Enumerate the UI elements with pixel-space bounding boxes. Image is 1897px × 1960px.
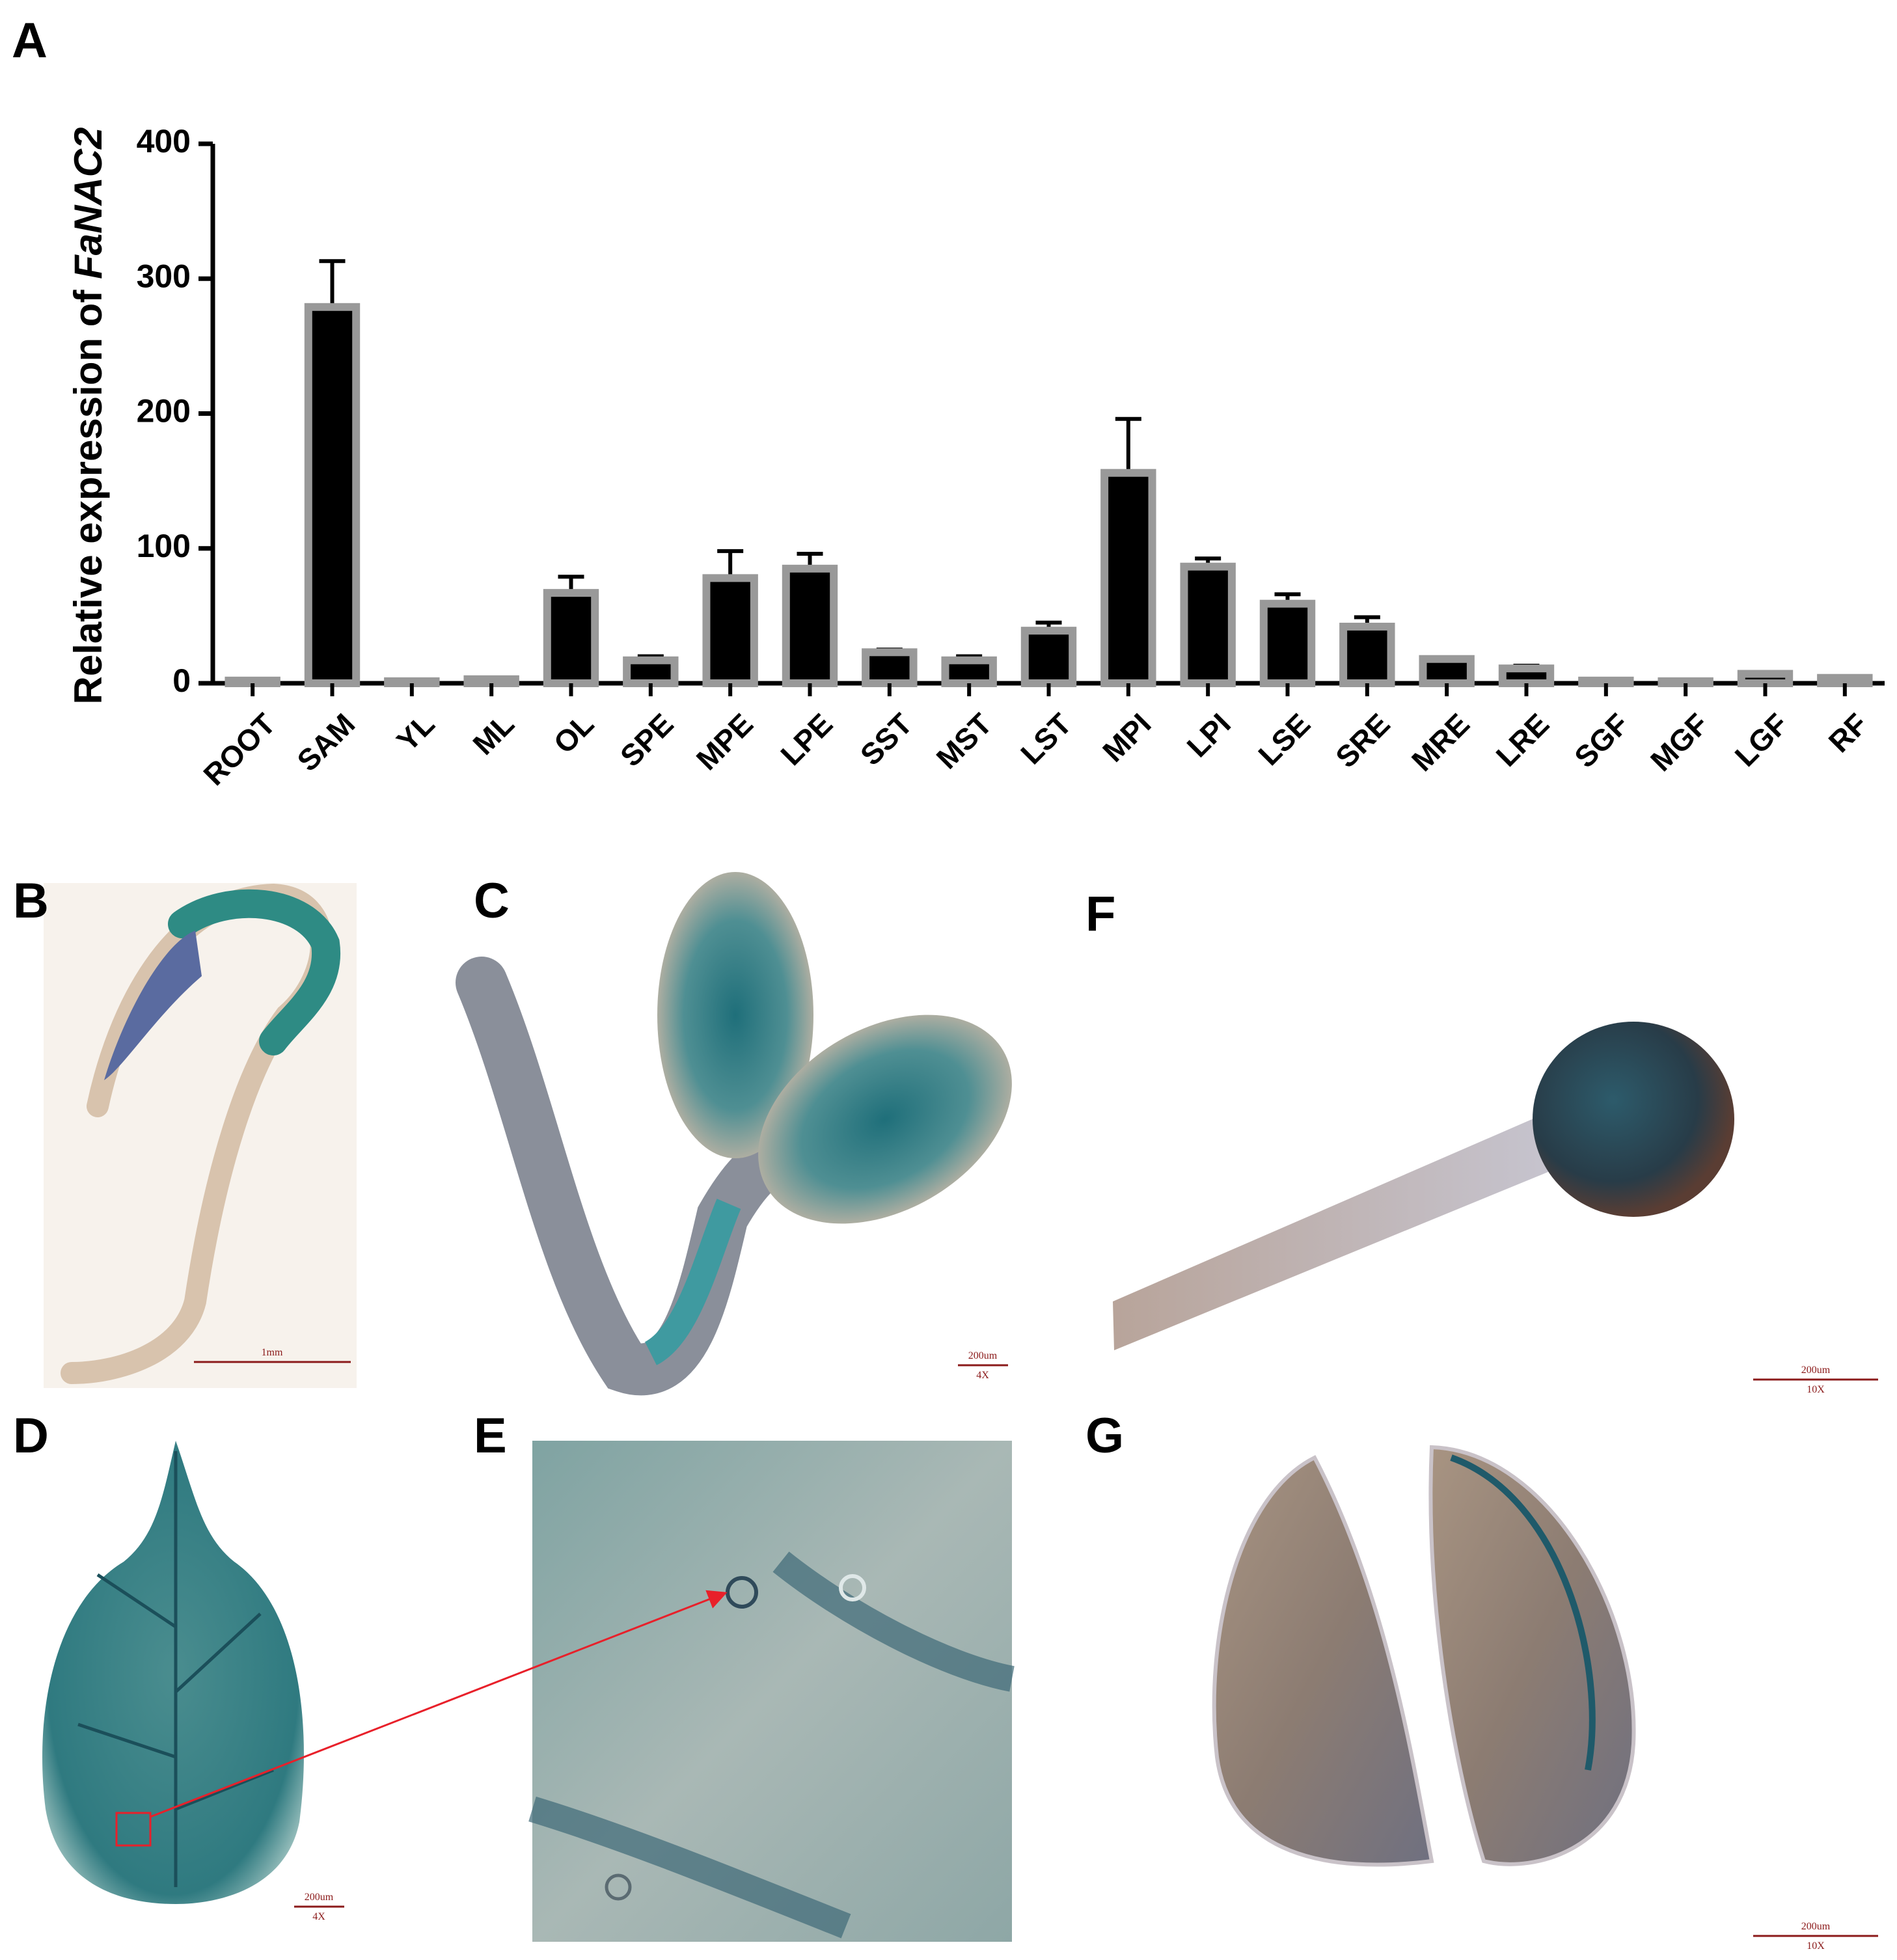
x-tick-label: MGF xyxy=(1644,707,1715,778)
x-tick-label: MRE xyxy=(1405,707,1476,778)
y-axis-title-gene: FaNAC2 xyxy=(66,128,110,279)
bar xyxy=(862,648,918,688)
stain xyxy=(1450,1454,1596,1771)
scale-label: 1mm xyxy=(262,1347,283,1358)
scale-label: 200um xyxy=(305,1892,334,1903)
x-tick-label: ROOT xyxy=(197,707,282,792)
bar xyxy=(1020,627,1077,687)
veins xyxy=(77,1451,274,1887)
x-tick-label: OL xyxy=(547,707,600,760)
hypocotyl-stained xyxy=(644,1199,741,1365)
cotyledon xyxy=(657,872,813,1158)
y-axis-title: Relative expression of FaNAC2 xyxy=(66,128,110,705)
bar xyxy=(623,656,679,688)
panel-f: 200um 10X F xyxy=(1085,886,1878,1395)
panel-letter: A xyxy=(12,13,48,68)
scale-label: 4X xyxy=(312,1911,325,1922)
stoma xyxy=(726,1576,758,1609)
bar xyxy=(1259,599,1316,687)
panel-letter: D xyxy=(13,1408,49,1463)
vein xyxy=(528,1551,1015,1939)
bar xyxy=(1817,674,1873,687)
stoma xyxy=(839,1574,866,1601)
bar xyxy=(384,677,440,687)
x-tick-label: SST xyxy=(854,707,919,772)
x-tick-label: RF xyxy=(1822,707,1874,759)
scale-label: 200um xyxy=(1801,1365,1831,1376)
panel-c: 200um 4X C xyxy=(456,872,1012,1396)
x-tick-label: SAM xyxy=(290,707,361,778)
panel-letter: E xyxy=(474,1408,507,1463)
zoom-box xyxy=(115,1812,152,1847)
cotyledon xyxy=(104,931,202,1080)
scale-label: 200um xyxy=(968,1350,998,1361)
seedling-hypocotyl xyxy=(168,889,341,1055)
panel-e: E xyxy=(474,1408,1015,1942)
scale-label: 10X xyxy=(1807,1384,1825,1395)
x-tick-label: MPI xyxy=(1096,707,1158,769)
x-tick-label: LSE xyxy=(1251,707,1317,772)
hypocotyl xyxy=(456,957,807,1396)
x-tick-label: MST xyxy=(930,707,998,775)
bar xyxy=(1658,677,1713,687)
bar xyxy=(225,676,280,687)
cotyledon xyxy=(1212,1454,1434,1867)
scale-label: 10X xyxy=(1807,1940,1825,1952)
y-tick-label: 0 xyxy=(172,662,191,699)
head xyxy=(1533,1022,1734,1217)
x-tick-label: SRE xyxy=(1329,707,1397,774)
chart: A Relative expression of FaNAC2 0 100 200 3… xyxy=(12,13,1885,792)
x-tick-label: LRE xyxy=(1490,707,1556,773)
leaf xyxy=(42,1441,304,1904)
panel-letter: F xyxy=(1085,886,1115,942)
bar xyxy=(304,303,361,687)
bar xyxy=(1100,469,1156,687)
y-tick-label: 300 xyxy=(137,258,191,294)
panel-g: 200um 10X G xyxy=(1085,1408,1878,1952)
x-tick-label: SPE xyxy=(614,707,680,773)
bar xyxy=(463,675,519,687)
x-tick-label: SGF xyxy=(1568,707,1635,774)
scale-label: 4X xyxy=(976,1370,989,1381)
micrograph xyxy=(532,1441,1012,1942)
bar xyxy=(1339,622,1395,688)
y-axis-title-text: Relative expression of xyxy=(66,290,110,705)
y-tick-label: 400 xyxy=(137,123,191,159)
x-tick-label: LPE xyxy=(774,707,839,772)
panel-letter: G xyxy=(1085,1408,1124,1463)
bar xyxy=(1419,655,1475,688)
cotyledon xyxy=(1428,1445,1636,1866)
bar xyxy=(1498,664,1555,688)
x-tick-label: YL xyxy=(390,707,441,757)
bar xyxy=(1180,562,1236,688)
y-tick-label: 100 xyxy=(137,528,191,564)
scale-label: 200um xyxy=(1801,1921,1831,1932)
x-tick-label: MPE xyxy=(690,707,759,776)
bar xyxy=(941,656,997,688)
panel-letter: C xyxy=(474,873,510,929)
x-tick-label: LGF xyxy=(1728,707,1795,773)
panel-d: 200um 4X D xyxy=(13,1408,344,1922)
bar xyxy=(702,574,758,687)
bar xyxy=(543,589,599,688)
panel-letter: B xyxy=(13,873,49,929)
stoma xyxy=(605,1873,632,1901)
y-tick-label: 200 xyxy=(137,393,191,429)
panel-b: 1mm B xyxy=(13,873,357,1388)
bar xyxy=(1578,676,1634,687)
x-tick-label: LPI xyxy=(1181,707,1237,763)
bar xyxy=(1737,670,1794,688)
x-tick-label: LST xyxy=(1014,707,1078,770)
zoom-arrow xyxy=(150,1590,728,1818)
bar xyxy=(782,564,838,688)
x-tick-label: ML xyxy=(466,707,521,761)
stalk xyxy=(1113,1106,1581,1350)
cotyledon xyxy=(758,1014,1012,1224)
